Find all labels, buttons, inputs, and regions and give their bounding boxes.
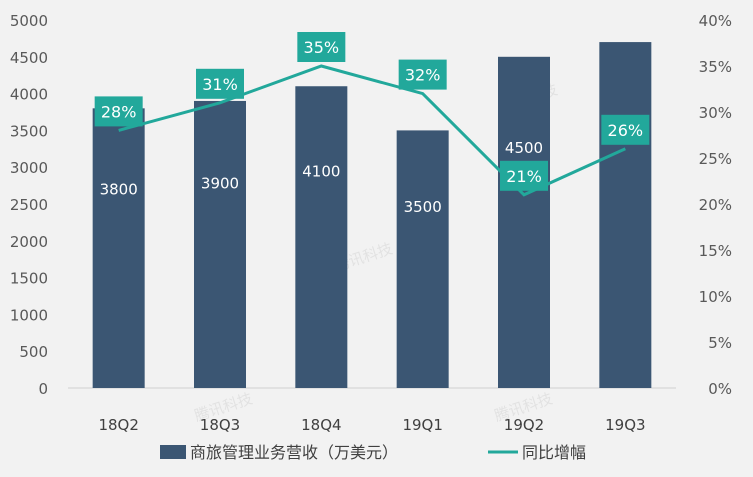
y2-tick-label: 40% [699, 12, 732, 30]
x-tick-label: 18Q3 [200, 416, 240, 434]
y-tick-label: 1000 [10, 306, 48, 324]
bar-value-label: 3900 [201, 174, 239, 192]
bar [295, 86, 348, 389]
right-axis-ticks: 0% 5% 10% 15% 20% 25% 30% 35% 40% [699, 12, 732, 398]
y-tick-label: 4000 [10, 86, 48, 104]
bar-value-label: 3800 [100, 180, 138, 198]
left-axis-ticks: 0 500 1000 1500 2000 2500 3000 3500 4000 4500 5000 [10, 12, 48, 398]
y-tick-label: 3500 [10, 122, 48, 140]
y-tick-label: 5000 [10, 12, 48, 30]
line-value-label: 26% [608, 121, 644, 140]
y2-tick-label: 25% [699, 150, 732, 168]
bar-value-label: 4500 [505, 139, 543, 157]
legend-label-bar: 商旅管理业务营收（万美元） [190, 443, 398, 462]
line-label-box [196, 68, 244, 99]
x-tick-label: 19Q2 [504, 416, 544, 434]
y2-tick-label: 10% [699, 288, 732, 306]
line-value-label: 35% [304, 38, 340, 57]
y2-tick-label: 5% [708, 334, 732, 352]
line-value-label: 32% [405, 66, 441, 85]
line-label-box [94, 96, 143, 127]
x-tick-label: 18Q4 [301, 416, 341, 434]
y-tick-label: 3000 [10, 159, 48, 177]
legend: 商旅管理业务营收（万美元） 同比增幅 [160, 443, 586, 462]
x-tick-label: 19Q1 [402, 416, 442, 434]
line-value-label: 28% [101, 102, 137, 121]
bar [194, 100, 246, 389]
y2-tick-label: 0% [708, 380, 732, 398]
line-label-box [601, 114, 650, 145]
y-tick-label: 0 [38, 380, 48, 398]
legend-swatch-bar [160, 445, 186, 459]
line-value-label: 31% [202, 75, 238, 94]
bar [92, 108, 145, 388]
y2-tick-label: 30% [699, 104, 732, 122]
y-tick-label: 500 [19, 343, 48, 361]
legend-label-line: 同比增幅 [522, 443, 586, 462]
bar-value-label: 4100 [302, 163, 340, 181]
y-tick-label: 4500 [10, 49, 48, 67]
y2-tick-label: 35% [699, 58, 732, 76]
bar [599, 42, 652, 388]
y2-tick-label: 20% [699, 196, 732, 214]
line-series: 28% 31% 35% 32% 21% 26% [94, 32, 650, 197]
y-tick-label: 2500 [10, 196, 48, 214]
bar-series: 380039004100350045004700 [92, 42, 652, 389]
bar-value-label: 3500 [404, 198, 442, 216]
y-tick-label: 1500 [10, 270, 48, 288]
bar [396, 130, 449, 388]
y2-tick-label: 15% [699, 242, 732, 260]
line-label-box [297, 32, 346, 62]
category-labels: 18Q2 18Q3 18Q4 19Q1 19Q2 19Q3 [98, 416, 645, 434]
x-tick-label: 19Q3 [605, 416, 645, 434]
line-label-box [500, 160, 548, 191]
line-label-box [398, 59, 447, 90]
y-tick-label: 2000 [10, 233, 48, 251]
x-tick-label: 18Q2 [98, 416, 138, 434]
bar [498, 56, 550, 389]
line-value-label: 21% [506, 167, 542, 186]
